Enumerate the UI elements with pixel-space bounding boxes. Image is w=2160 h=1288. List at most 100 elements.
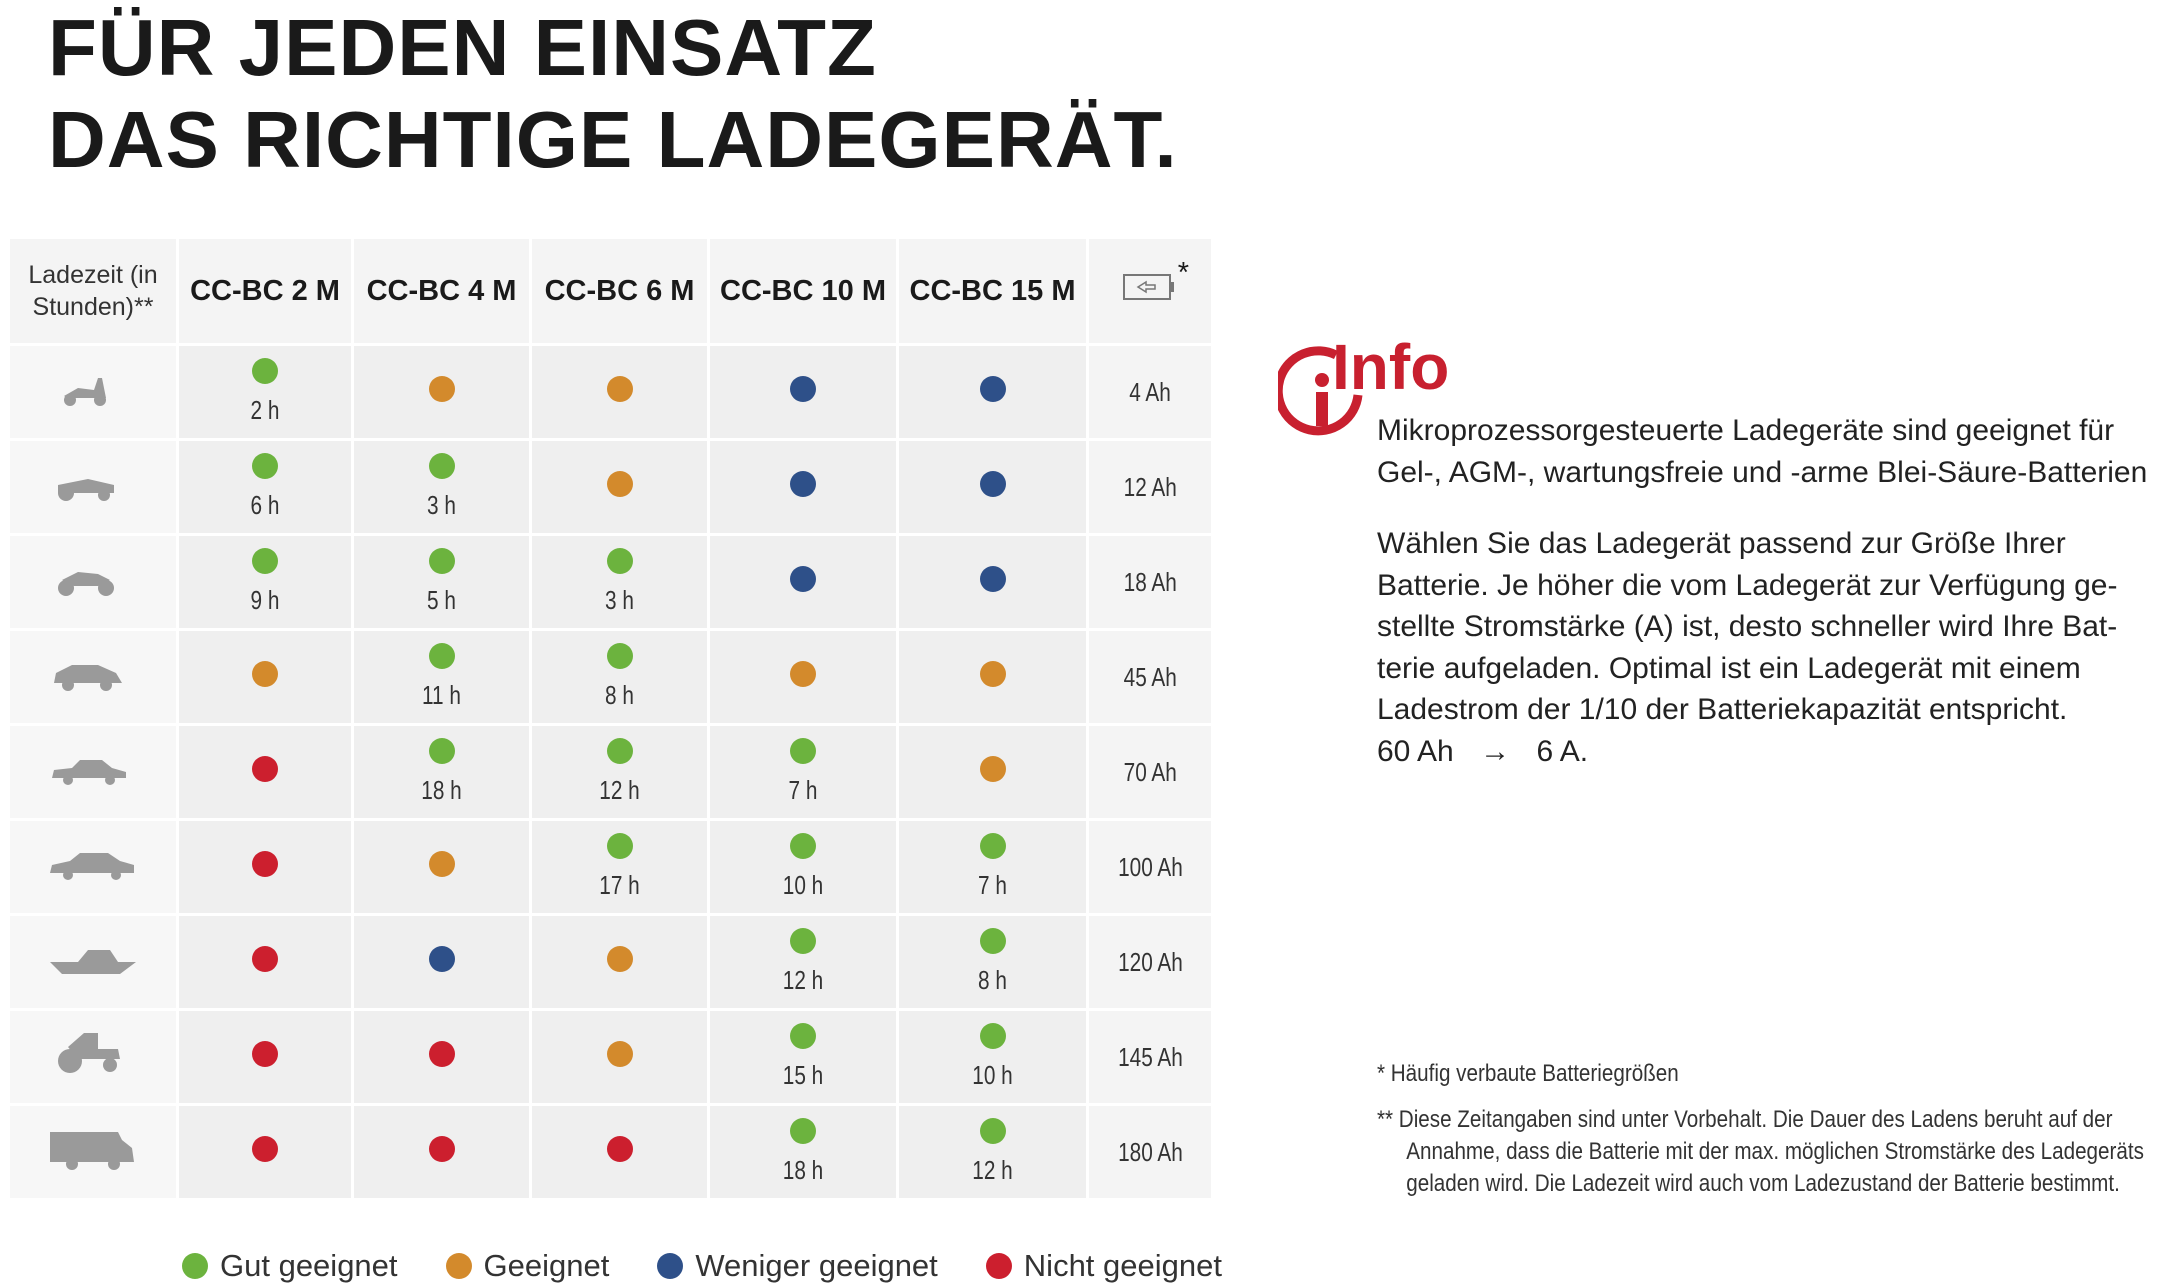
vehicle-cell xyxy=(7,1008,179,1106)
battery-capacity: 12 Ah xyxy=(1086,438,1214,536)
rating-dot xyxy=(979,833,1006,859)
rating-dot xyxy=(979,1118,1006,1144)
legend: Gut geeignet Geeignet Weniger geeignet Nich… xyxy=(182,1248,1222,1284)
rating-dot xyxy=(790,470,816,497)
battery-capacity: 4 Ah xyxy=(1086,343,1214,441)
footnote-2-line2: Annahme, dass die Batterie mit der max. … xyxy=(1406,1138,2144,1165)
battery-icon xyxy=(1123,274,1174,300)
rating-dot xyxy=(428,738,455,764)
rating-cell xyxy=(896,343,1089,441)
rating-dot xyxy=(252,453,278,479)
charge-time: 8 h xyxy=(605,680,634,710)
vehicle-cell xyxy=(7,628,179,726)
rating-dot xyxy=(606,375,633,402)
rating-cell: 10 h xyxy=(707,818,899,916)
table-row: 18 h 12 h 7 h 70 Ah xyxy=(7,723,1214,821)
rating-cell xyxy=(896,628,1089,726)
rating-cell: 2 h xyxy=(176,343,354,441)
title-line-1: FÜR JEDEN EINSATZ xyxy=(48,3,877,92)
rating-cell xyxy=(896,438,1089,536)
example-to: 6 A. xyxy=(1536,734,1589,768)
rating-dot xyxy=(252,755,278,782)
rating-cell xyxy=(529,343,710,441)
charger-table: Ladezeit (in Stunden)** CC-BC 2 M CC-BC … xyxy=(7,236,1214,1201)
legend-dot xyxy=(445,1253,472,1279)
charge-time: 9 h xyxy=(250,585,280,615)
capacity-text: 12 Ah xyxy=(1123,471,1177,502)
rating-cell: 18 h xyxy=(707,1103,899,1201)
table-row: 18 h 12 h 180 Ah xyxy=(7,1103,1214,1201)
legend-item: Weniger geeignet xyxy=(657,1248,938,1284)
tractor-icon xyxy=(58,1032,120,1073)
battery-capacity: 18 Ah xyxy=(1086,533,1214,631)
rating-cell xyxy=(529,913,710,1011)
charge-time: 18 h xyxy=(421,775,462,805)
charge-time: 10 h xyxy=(782,870,824,900)
capacity-text: 180 Ah xyxy=(1117,1136,1183,1167)
example-from: 60 Ah xyxy=(1377,734,1454,768)
rating-dot xyxy=(979,375,1006,402)
col-header: CC-BC 15 M xyxy=(896,236,1089,346)
rating-cell: 8 h xyxy=(529,628,710,726)
capacity-text: 45 Ah xyxy=(1123,661,1177,692)
vehicle-cell xyxy=(7,533,179,631)
legend-item: Nicht geeignet xyxy=(985,1248,1222,1284)
rating-dot xyxy=(252,1040,278,1067)
rating-cell xyxy=(529,1103,710,1201)
table-row: 12 h 8 h 120 Ah xyxy=(7,913,1214,1011)
rating-cell: 15 h xyxy=(707,1008,899,1106)
rating-cell: 3 h xyxy=(529,533,710,631)
rating-dot xyxy=(979,755,1006,782)
rating-dot xyxy=(606,738,633,764)
rating-dot xyxy=(606,1135,633,1162)
rating-cell: 18 h xyxy=(351,723,532,821)
battery-capacity: 45 Ah xyxy=(1086,628,1214,726)
rating-dot xyxy=(428,453,455,479)
charge-time: 7 h xyxy=(788,775,818,805)
rating-cell: 7 h xyxy=(707,723,899,821)
rating-cell xyxy=(529,438,710,536)
info-text: Mikroprozessorgesteuerte Ladegeräte sind… xyxy=(1377,410,2152,772)
rating-cell xyxy=(176,913,354,1011)
corner-label: Ladezeit (in Stunden)** xyxy=(7,236,179,346)
table-row: 17 h 10 h 7 h 100 Ah xyxy=(7,818,1214,916)
charge-time: 7 h xyxy=(978,870,1007,900)
rating-dot xyxy=(606,945,633,972)
legend-item: Geeignet xyxy=(445,1248,610,1284)
rating-dot xyxy=(790,928,816,954)
rating-cell: 12 h xyxy=(529,723,710,821)
charge-time: 3 h xyxy=(427,490,456,520)
rating-dot xyxy=(979,470,1006,497)
rating-cell: 12 h xyxy=(707,913,899,1011)
col-header: CC-BC 4 M xyxy=(351,236,532,346)
rating-dot xyxy=(252,660,278,687)
rating-cell xyxy=(176,1103,354,1201)
charge-time: 2 h xyxy=(250,395,280,425)
legend-label: Geeignet xyxy=(483,1248,610,1283)
table-row: 6 h 3 h 12 Ah xyxy=(7,438,1214,536)
capacity-text: 100 Ah xyxy=(1117,851,1183,882)
rating-dot xyxy=(790,738,816,764)
rating-cell: 3 h xyxy=(351,438,532,536)
info-paragraph-2: Wählen Sie das Ladegerät passend zur Grö… xyxy=(1377,527,2118,726)
legend-dot xyxy=(657,1253,684,1279)
rating-cell: 7 h xyxy=(896,818,1089,916)
legend-item: Gut geeignet xyxy=(182,1248,398,1284)
rating-cell xyxy=(707,343,899,441)
info-title: Info xyxy=(1332,331,1450,403)
rating-cell: 10 h xyxy=(896,1008,1089,1106)
rating-dot xyxy=(252,548,278,574)
battery-capacity: 120 Ah xyxy=(1086,913,1214,1011)
vehicle-cell xyxy=(7,343,179,441)
vehicle-cell xyxy=(7,1103,179,1201)
sedan-icon xyxy=(52,759,126,785)
arrow-icon: → xyxy=(1480,734,1511,768)
rating-cell: 5 h xyxy=(351,533,532,631)
battery-capacity: 180 Ah xyxy=(1086,1103,1214,1201)
table-header: Ladezeit (in Stunden)** CC-BC 2 M CC-BC … xyxy=(7,236,1214,346)
rating-dot xyxy=(252,850,278,877)
rating-dot xyxy=(252,358,278,384)
rating-dot xyxy=(790,375,816,402)
rating-cell xyxy=(707,438,899,536)
rating-dot xyxy=(790,833,816,859)
